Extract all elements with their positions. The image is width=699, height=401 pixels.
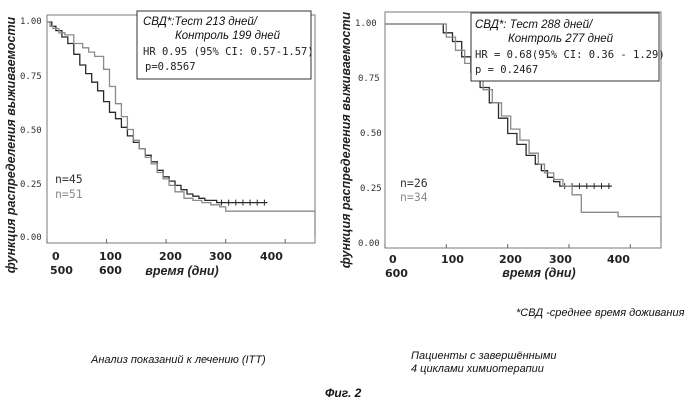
left-xtick-marks [46,239,286,243]
left-xtick: 300 [209,250,232,263]
left-annotation-line2: Контроль 199 дней [175,30,281,42]
right-ytick: 0.00 [358,239,380,249]
left-ytick: 0.25 [20,180,42,190]
caption-right-line1: Пациенты с завершёнными [411,350,557,362]
right-xtick-marks [384,244,631,248]
figure-label: Фиг. 2 [325,386,362,400]
right-xtick: 400 [607,253,630,266]
left-annotation-line1: СВД*:Тест 213 дней/ [143,16,259,28]
left-xticks: 0 100 200 300 400 500 600 [50,250,283,277]
right-ytick: 0.75 [358,74,380,84]
right-ytick: 1.00 [355,19,377,29]
left-annotation-frame [136,10,312,80]
right-annotation-box: СВД*: Тест 288 дней/ Контроль 277 дней H… [470,12,665,82]
right-curves [385,23,662,243]
right-series-line-2 [385,23,662,243]
right-y-axis-label: функция распределения выживаемости [339,11,353,268]
left-ytick: 0.50 [20,126,42,136]
right-annotation-line1: СВД*: Тест 288 дней/ [475,19,594,31]
left-n-label: n=45 [55,172,83,186]
caption-left: Анализ показаний к лечению (ITT) [90,354,266,366]
right-yticks: 1.00 0.75 0.50 0.25 0.00 [355,19,382,249]
right-annotation-line4: p = 0.2467 [475,64,538,76]
left-n-label: n=51 [55,187,83,201]
left-xtick: 400 [260,250,283,263]
left-xtick: 100 [99,250,122,263]
left-ytick: 0.75 [20,72,42,82]
right-n-label: n=34 [400,190,428,204]
left-xtick: 200 [159,250,182,263]
right-xtick: 100 [441,253,464,266]
left-xtick-row2: 600 [99,264,122,277]
right-annotation-line2: Контроль 277 дней [508,33,614,45]
right-xtick: 200 [499,253,522,266]
right-xticks: 0 100 200 300 400 600 [385,253,630,280]
left-ytick: 0.00 [20,233,42,243]
left-annotation-line4: p=0.8567 [145,61,196,73]
left-curves [47,21,316,237]
right-ytick: 0.50 [360,129,382,139]
footnote: *СВД -среднее время доживания [516,307,685,319]
left-annotation-box: СВД*:Тест 213 дней/ Контроль 199 дней HR… [136,10,314,80]
left-yticks: 1.00 0.75 0.50 0.25 0.00 [20,17,42,243]
right-xtick-row2: 600 [385,267,408,280]
left-chart: функция распределения выживаемости 1.00 … [4,10,316,278]
left-ytick: 1.00 [20,17,42,27]
left-y-axis-label: функция распределения выживаемости [4,16,18,273]
left-xtick: 0 [52,250,60,263]
caption-right-line2: 4 циклами химиотерапии [411,363,544,375]
right-xtick: 300 [549,253,572,266]
right-n-label: n=26 [400,176,428,190]
left-xtick-row2: 500 [50,264,73,277]
right-annotation-line3: HR = 0.68(95% CI: 0.36 - 1.29) [475,49,665,61]
left-x-axis-label: время (дни) [145,264,218,278]
left-annotation-line3: HR 0.95 (95% CI: 0.57-1.57) [143,46,314,58]
right-chart: функция распределения выживаемости 1.00 … [339,11,665,280]
right-annotation-frame [470,12,660,82]
right-xtick: 0 [389,253,397,266]
left-series-line-2 [47,21,316,237]
right-x-axis-label: время (дни) [502,266,575,280]
right-plot-frame [384,11,662,249]
right-ytick: 0.25 [360,184,382,194]
